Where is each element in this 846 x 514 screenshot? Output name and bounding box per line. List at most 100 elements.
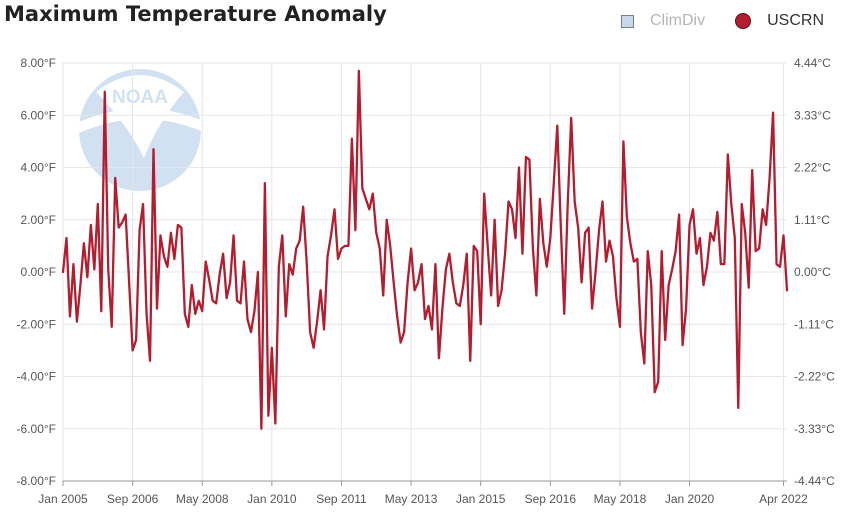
uscrn-data-point[interactable]: [220, 251, 226, 257]
uscrn-data-point[interactable]: [450, 279, 456, 285]
uscrn-data-point[interactable]: [293, 245, 299, 251]
uscrn-data-point[interactable]: [763, 222, 769, 228]
uscrn-data-point[interactable]: [345, 243, 351, 249]
uscrn-data-point[interactable]: [683, 306, 689, 312]
uscrn-data-point[interactable]: [652, 389, 658, 395]
uscrn-data-point[interactable]: [112, 175, 118, 181]
uscrn-data-point[interactable]: [151, 146, 157, 152]
uscrn-data-point[interactable]: [412, 287, 418, 293]
uscrn-data-point[interactable]: [269, 345, 275, 351]
uscrn-data-point[interactable]: [161, 253, 167, 259]
uscrn-data-point[interactable]: [251, 308, 257, 314]
uscrn-data-point[interactable]: [638, 329, 644, 335]
uscrn-data-point[interactable]: [185, 324, 191, 330]
uscrn-data-point[interactable]: [297, 238, 303, 244]
uscrn-data-point[interactable]: [687, 222, 693, 228]
uscrn-data-point[interactable]: [593, 269, 599, 275]
uscrn-data-point[interactable]: [742, 230, 748, 236]
uscrn-data-point[interactable]: [645, 248, 651, 254]
uscrn-data-point[interactable]: [119, 219, 125, 225]
uscrn-data-point[interactable]: [95, 201, 101, 207]
uscrn-data-point[interactable]: [366, 206, 372, 212]
uscrn-data-point[interactable]: [749, 167, 755, 173]
uscrn-data-point[interactable]: [352, 227, 358, 233]
uscrn-data-point[interactable]: [784, 287, 790, 293]
uscrn-data-point[interactable]: [283, 313, 289, 319]
uscrn-data-point[interactable]: [196, 298, 202, 304]
uscrn-data-point[interactable]: [300, 204, 306, 210]
uscrn-data-point[interactable]: [641, 360, 647, 366]
uscrn-data-point[interactable]: [492, 217, 498, 223]
uscrn-data-point[interactable]: [126, 279, 132, 285]
uscrn-data-point[interactable]: [425, 303, 431, 309]
uscrn-data-point[interactable]: [144, 311, 150, 317]
uscrn-data-point[interactable]: [767, 175, 773, 181]
uscrn-data-point[interactable]: [199, 308, 205, 314]
uscrn-data-point[interactable]: [140, 201, 146, 207]
uscrn-data-point[interactable]: [91, 266, 97, 272]
uscrn-data-point[interactable]: [467, 358, 473, 364]
uscrn-data-point[interactable]: [481, 191, 487, 197]
uscrn-data-point[interactable]: [359, 185, 365, 191]
uscrn-data-point[interactable]: [700, 282, 706, 288]
uscrn-data-point[interactable]: [589, 306, 595, 312]
uscrn-data-point[interactable]: [432, 261, 438, 267]
uscrn-data-point[interactable]: [405, 279, 411, 285]
uscrn-data-point[interactable]: [248, 329, 254, 335]
uscrn-data-point[interactable]: [304, 259, 310, 265]
uscrn-data-point[interactable]: [356, 68, 362, 74]
uscrn-data-point[interactable]: [582, 230, 588, 236]
uscrn-data-point[interactable]: [391, 279, 397, 285]
uscrn-data-point[interactable]: [290, 272, 296, 278]
uscrn-data-point[interactable]: [596, 227, 602, 233]
uscrn-data-point[interactable]: [721, 261, 727, 267]
uscrn-data-point[interactable]: [63, 235, 69, 241]
uscrn-data-point[interactable]: [613, 295, 619, 301]
uscrn-data-point[interactable]: [164, 264, 170, 270]
uscrn-data-point[interactable]: [777, 264, 783, 270]
uscrn-data-point[interactable]: [102, 89, 108, 95]
uscrn-data-point[interactable]: [770, 110, 776, 116]
uscrn-data-point[interactable]: [464, 251, 470, 257]
uscrn-data-point[interactable]: [384, 217, 390, 223]
uscrn-data-point[interactable]: [311, 345, 317, 351]
uscrn-data-point[interactable]: [123, 212, 129, 218]
uscrn-data-point[interactable]: [676, 212, 682, 218]
uscrn-data-point[interactable]: [694, 251, 700, 257]
uscrn-data-point[interactable]: [272, 421, 278, 427]
uscrn-data-point[interactable]: [659, 248, 665, 254]
uscrn-data-point[interactable]: [377, 245, 383, 251]
uscrn-data-point[interactable]: [286, 261, 292, 267]
uscrn-data-point[interactable]: [398, 340, 404, 346]
uscrn-data-point[interactable]: [189, 282, 195, 288]
uscrn-data-point[interactable]: [130, 347, 136, 353]
uscrn-data-point[interactable]: [725, 151, 731, 157]
uscrn-data-point[interactable]: [610, 253, 616, 259]
uscrn-data-point[interactable]: [332, 206, 338, 212]
uscrn-data-point[interactable]: [513, 235, 519, 241]
uscrn-data-point[interactable]: [735, 405, 741, 411]
uscrn-data-point[interactable]: [606, 238, 612, 244]
uscrn-data-point[interactable]: [415, 279, 421, 285]
uscrn-data-point[interactable]: [488, 293, 494, 299]
uscrn-data-point[interactable]: [509, 206, 515, 212]
uscrn-data-point[interactable]: [586, 225, 592, 231]
uscrn-data-point[interactable]: [617, 324, 623, 330]
uscrn-data-point[interactable]: [728, 201, 734, 207]
uscrn-data-point[interactable]: [279, 232, 285, 238]
uscrn-data-point[interactable]: [105, 266, 111, 272]
uscrn-data-point[interactable]: [714, 209, 720, 215]
uscrn-data-point[interactable]: [67, 313, 73, 319]
uscrn-data-point[interactable]: [77, 282, 83, 288]
uscrn-data-point[interactable]: [137, 227, 143, 233]
uscrn-data-point[interactable]: [544, 264, 550, 270]
uscrn-data-point[interactable]: [436, 355, 442, 361]
uscrn-data-point[interactable]: [526, 157, 532, 163]
uscrn-data-point[interactable]: [321, 326, 327, 332]
uscrn-data-point[interactable]: [116, 225, 122, 231]
uscrn-data-point[interactable]: [314, 319, 320, 325]
uscrn-data-point[interactable]: [394, 313, 400, 319]
uscrn-data-point[interactable]: [760, 206, 766, 212]
legend-item-climdiv[interactable]: ClimDiv: [621, 12, 705, 30]
uscrn-data-point[interactable]: [224, 295, 230, 301]
